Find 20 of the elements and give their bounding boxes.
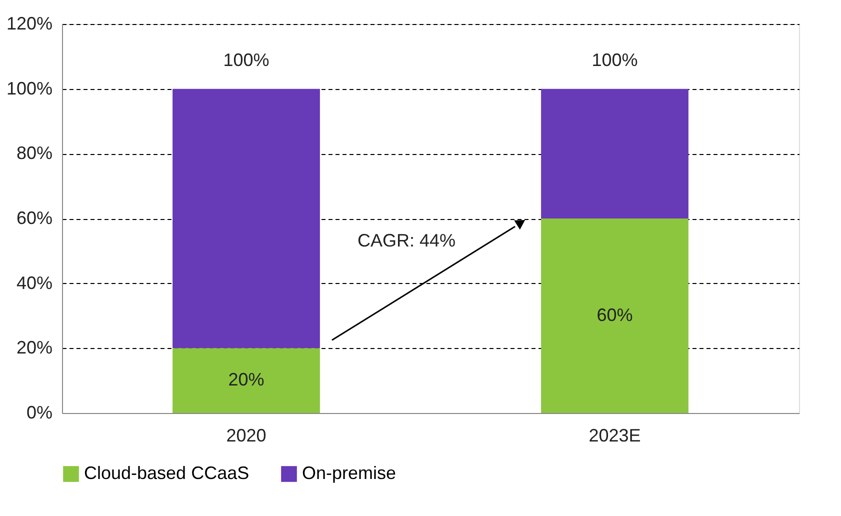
legend-label: Cloud-based CCaaS: [84, 463, 250, 483]
total-label: 100%: [223, 50, 270, 70]
bar: [541, 218, 688, 413]
y-tick-label: 0%: [26, 402, 52, 422]
annotation: CAGR: 44%: [357, 230, 456, 250]
y-tick-label: 100%: [6, 78, 52, 98]
x-tick-label: 2020: [226, 426, 266, 446]
y-tick-label: 20%: [16, 338, 52, 358]
legend-label: On-premise: [302, 463, 396, 483]
data-label: 60%: [596, 304, 633, 325]
bar: [172, 88, 320, 348]
bar: [541, 88, 688, 218]
total-label: 100%: [592, 50, 638, 70]
y-tick-label: 80%: [16, 143, 52, 164]
y-tick-label: 40%: [16, 272, 52, 293]
x-tick-label: 2023E: [588, 426, 641, 446]
y-tick-label: 120%: [6, 14, 52, 34]
bar: [172, 348, 320, 413]
y-tick-label: 60%: [16, 208, 52, 228]
data-label: 20%: [228, 370, 264, 390]
